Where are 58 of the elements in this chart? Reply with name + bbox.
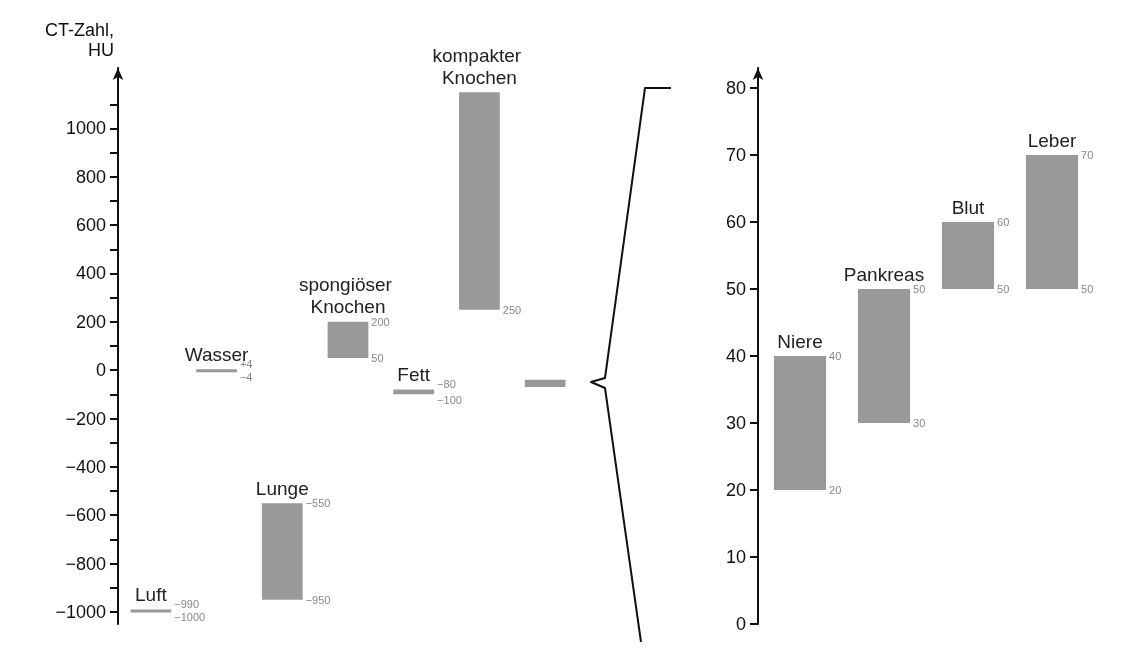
y-tick-label: −600 — [65, 505, 106, 526]
annotation: 70 — [1081, 149, 1094, 162]
annotation: −950 — [305, 593, 331, 606]
y-tick-label: −1000 — [55, 601, 106, 622]
y-tick-label: 10 — [725, 547, 746, 568]
annotation: 50 — [913, 283, 926, 296]
bar — [524, 379, 566, 388]
bar — [130, 609, 172, 613]
annotation: 50 — [997, 283, 1010, 296]
annotation: 50 — [1081, 283, 1094, 296]
annotation: −990 — [174, 598, 200, 610]
bar — [459, 92, 500, 310]
bar — [773, 356, 827, 491]
x-tick-label: Luft — [135, 584, 168, 605]
y-tick-label: 40 — [725, 346, 746, 367]
y-tick-label: 50 — [725, 279, 746, 300]
x-tick-label: spongiöser Knochen — [298, 274, 398, 318]
y-tick-label: 30 — [725, 413, 746, 434]
x-tick-label: Fett — [397, 364, 431, 386]
y-tick-label: 800 — [75, 166, 106, 187]
y-tick-label: 0 — [735, 614, 746, 634]
bar — [941, 222, 995, 290]
y-tick-label: 70 — [725, 145, 746, 166]
annotation: 20 — [829, 484, 842, 497]
bar — [327, 321, 369, 359]
annotation: 200 — [371, 315, 390, 328]
annotation: 50 — [371, 352, 384, 365]
annotation: 250 — [502, 303, 522, 316]
y-tick-label: 0 — [95, 360, 106, 381]
y-tick-label: 1000 — [65, 118, 106, 139]
annotation: −1000 — [174, 611, 206, 624]
y-tick-label: −400 — [65, 456, 106, 477]
x-tick-label: Pankreas — [843, 263, 925, 285]
x-tick-label: Niere — [777, 330, 823, 352]
x-tick-label: Lunge — [255, 477, 309, 499]
y-tick-label: 80 — [725, 78, 746, 99]
y-tick-label: −800 — [65, 553, 106, 574]
y-axis-title: CT-Zahl, HU — [44, 20, 114, 60]
annotation: −80 — [437, 378, 456, 391]
y-tick-label: 400 — [75, 263, 106, 284]
annotation: 40 — [829, 350, 842, 363]
y-tick-label: 200 — [75, 311, 106, 332]
annotation: 60 — [997, 216, 1010, 229]
bar — [1025, 155, 1079, 290]
annotation: −550 — [305, 497, 331, 510]
y-tick-label: −200 — [65, 408, 106, 429]
annotation: −100 — [437, 393, 462, 406]
annotation: 30 — [913, 417, 926, 430]
annotation: −4 — [239, 370, 253, 383]
y-tick-label: 600 — [75, 215, 106, 236]
bar — [857, 289, 911, 424]
x-tick-label: kompakter Knochen — [432, 44, 527, 88]
x-tick-label: Leber — [1027, 129, 1077, 151]
bar — [261, 503, 303, 600]
y-tick-label: 20 — [725, 480, 746, 501]
bar — [196, 369, 237, 373]
x-tick-label: Blut — [951, 196, 986, 218]
y-tick-label: 60 — [725, 212, 746, 233]
